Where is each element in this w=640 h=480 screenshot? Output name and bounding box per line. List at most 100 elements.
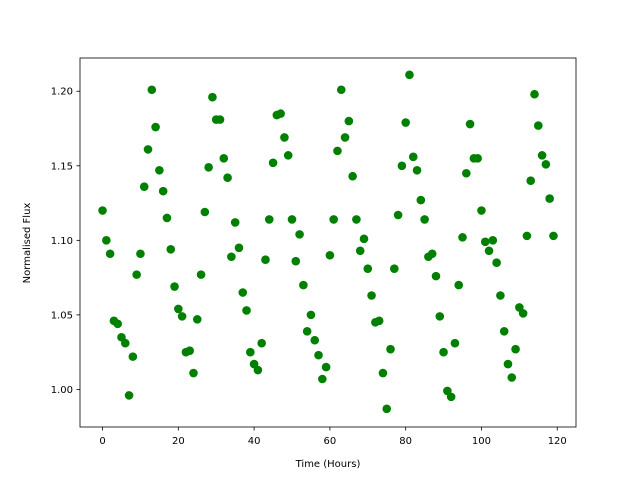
point	[499, 326, 509, 336]
point	[120, 338, 130, 348]
point	[158, 186, 168, 196]
point	[268, 158, 278, 168]
point	[196, 270, 206, 279]
point	[480, 237, 490, 247]
point	[105, 249, 115, 259]
x-tick-label: 100	[472, 436, 491, 447]
point	[545, 194, 554, 203]
point	[291, 256, 301, 266]
point	[416, 195, 426, 205]
point	[431, 271, 441, 281]
point	[238, 288, 248, 297]
point	[314, 350, 323, 360]
point	[143, 145, 153, 154]
point	[518, 309, 528, 318]
point	[382, 404, 392, 414]
point	[367, 291, 376, 300]
point	[378, 368, 388, 378]
point	[215, 115, 225, 124]
point	[511, 344, 520, 354]
point	[393, 210, 403, 220]
point	[363, 264, 373, 273]
point	[359, 234, 369, 244]
point	[113, 319, 123, 329]
point	[295, 230, 304, 239]
y-tick-label: 1.10	[51, 236, 73, 247]
point	[355, 246, 365, 256]
point	[253, 365, 263, 375]
point	[336, 85, 346, 95]
point	[446, 392, 456, 402]
point	[530, 89, 539, 99]
x-tick-label: 20	[172, 436, 185, 447]
point	[234, 243, 244, 253]
point	[477, 206, 486, 215]
point	[128, 352, 138, 361]
point	[283, 151, 293, 160]
point	[537, 151, 547, 160]
point	[344, 116, 354, 126]
point	[166, 244, 176, 254]
point	[261, 255, 270, 265]
point	[450, 338, 460, 348]
point	[352, 215, 361, 224]
point	[405, 70, 414, 80]
point	[139, 182, 149, 191]
x-tick-label: 60	[324, 436, 337, 447]
point	[310, 335, 320, 345]
point	[287, 215, 297, 224]
point	[488, 236, 498, 245]
y-axis-label: Normalised Flux	[22, 203, 33, 284]
x-tick-label: 0	[99, 436, 105, 447]
point	[533, 121, 543, 130]
point	[386, 344, 395, 354]
point	[412, 165, 422, 175]
point	[230, 218, 240, 227]
x-tick-label: 120	[548, 436, 567, 447]
y-tick-label: 1.05	[51, 310, 73, 321]
point	[427, 249, 437, 259]
point	[192, 315, 202, 324]
point	[200, 207, 210, 217]
point	[246, 347, 255, 357]
point	[435, 312, 445, 321]
point	[208, 92, 217, 102]
y-tick-label: 1.00	[51, 385, 73, 396]
point	[549, 231, 558, 241]
point	[170, 282, 179, 291]
point	[276, 109, 285, 118]
point	[155, 165, 164, 175]
point	[302, 326, 312, 336]
point	[329, 215, 338, 224]
point	[458, 233, 467, 242]
point	[147, 85, 157, 95]
point	[503, 359, 513, 369]
point	[408, 152, 418, 162]
point	[219, 154, 229, 163]
point	[177, 312, 187, 321]
point	[227, 252, 236, 262]
point	[541, 160, 551, 169]
point	[151, 122, 160, 132]
point	[318, 374, 327, 384]
point	[526, 176, 536, 186]
point	[185, 346, 194, 355]
point	[462, 168, 471, 178]
point	[124, 391, 134, 400]
point	[204, 162, 213, 172]
point	[189, 368, 198, 378]
point	[321, 362, 331, 372]
point	[174, 304, 183, 314]
point	[333, 146, 342, 156]
point	[397, 161, 407, 171]
point	[132, 270, 141, 279]
y-tick-label: 1.20	[51, 87, 73, 98]
x-axis-label: Time (Hours)	[295, 459, 361, 470]
point	[374, 316, 384, 326]
point	[136, 249, 145, 259]
axes-frame	[79, 57, 577, 428]
point	[299, 280, 308, 290]
